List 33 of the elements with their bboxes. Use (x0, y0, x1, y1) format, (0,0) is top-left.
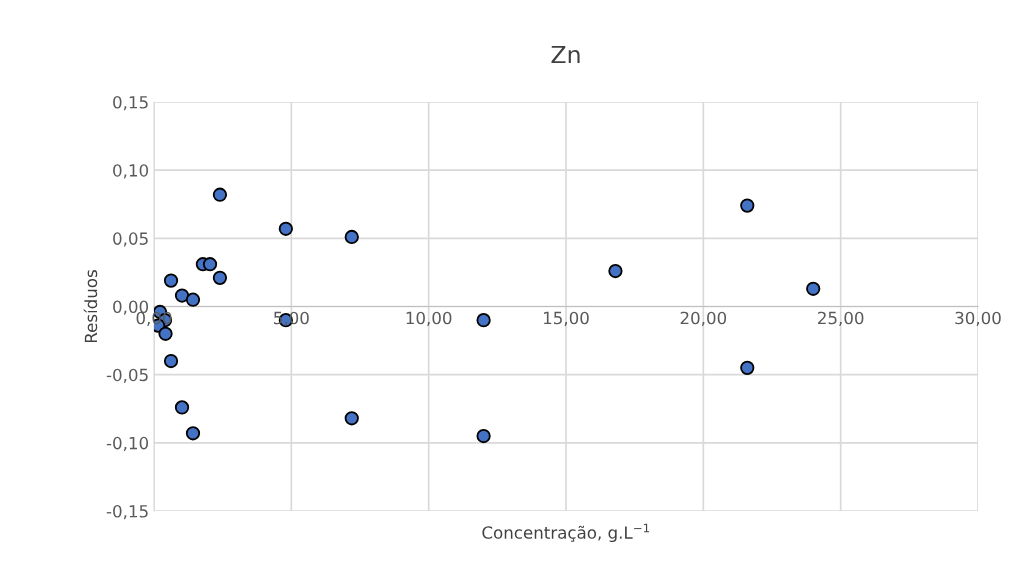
x-tick-label: 20,00 (680, 311, 727, 326)
point (806, 281, 821, 296)
y-tick-label: 0,15 (113, 95, 148, 111)
y-tick-label: 0,05 (113, 232, 148, 247)
point (344, 229, 359, 245)
y-tick-label: -0,05 (106, 368, 148, 383)
point (476, 313, 491, 328)
y-tick-label: -0,15 (106, 504, 148, 520)
point (174, 400, 190, 415)
point (212, 270, 228, 285)
point (185, 426, 201, 441)
point (163, 273, 179, 288)
point (344, 411, 359, 426)
x-axis-title: Concentração, g.L$^{−1}$ (482, 523, 650, 543)
point (740, 198, 755, 213)
point (476, 428, 491, 444)
x-tick-label: 10,00 (406, 311, 452, 326)
point (163, 353, 179, 369)
point (278, 221, 293, 236)
point (174, 288, 190, 303)
point (608, 263, 623, 279)
y-tick-label: -0,10 (106, 436, 149, 452)
point (185, 292, 201, 307)
y-tick-label: 0,10 (113, 164, 149, 179)
x-tick-label: 15,00 (543, 311, 589, 326)
point (158, 326, 173, 341)
point (212, 187, 228, 202)
y-axis-title: Resíduos (83, 270, 98, 343)
chart-title: Zn (551, 45, 580, 64)
point (740, 360, 755, 375)
x-tick-label: 25,00 (818, 311, 864, 326)
x-tick-label: 30,00 (955, 311, 1001, 326)
point (202, 257, 218, 272)
